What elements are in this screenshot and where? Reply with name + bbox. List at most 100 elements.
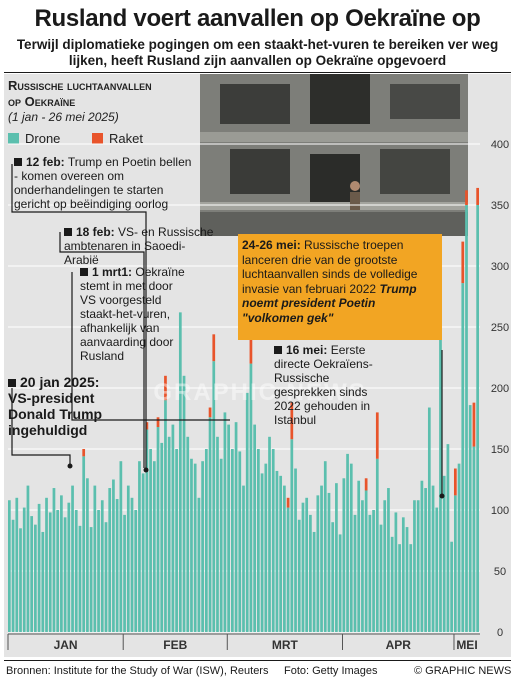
bar-drone bbox=[190, 458, 193, 632]
legend-drone: Drone bbox=[8, 131, 60, 146]
bar-drone bbox=[37, 503, 41, 632]
bar-drone bbox=[93, 485, 97, 632]
bullet-icon bbox=[8, 379, 16, 387]
bar-drone bbox=[67, 502, 71, 632]
bar-raket bbox=[476, 187, 479, 205]
bar-drone bbox=[424, 488, 427, 632]
bar-drone bbox=[338, 534, 342, 632]
bar-drone bbox=[112, 479, 115, 632]
bar-drone bbox=[472, 446, 476, 632]
bar-drone bbox=[89, 527, 93, 632]
y-tick-label: 300 bbox=[491, 261, 509, 273]
bar-drone bbox=[74, 510, 78, 632]
annotation-dot bbox=[143, 467, 149, 473]
bar-drone bbox=[212, 361, 216, 632]
bar-drone bbox=[286, 507, 290, 632]
bar-drone bbox=[156, 427, 160, 632]
divider-top bbox=[4, 72, 511, 73]
annotation-18-feb: 18 feb: VS- en Russische ambtenaren in S… bbox=[64, 225, 214, 267]
y-tick-label: 250 bbox=[491, 322, 509, 334]
bar-raket bbox=[364, 478, 368, 491]
raket-swatch bbox=[92, 133, 103, 144]
bar-drone bbox=[331, 522, 335, 632]
chart-title: Russische luchtaanvallen op Oekraïne bbox=[8, 78, 152, 110]
divider-bottom bbox=[4, 660, 511, 661]
bar-drone bbox=[145, 429, 149, 632]
bar-drone bbox=[175, 449, 178, 632]
bar-drone bbox=[119, 461, 123, 632]
legend-drone-label: Drone bbox=[25, 131, 61, 146]
bar-drone bbox=[30, 516, 34, 632]
annotation-leader-line bbox=[71, 272, 230, 421]
annotation-18-feb-text: VS- en Russische ambtenaren in Saoedi-Ar… bbox=[64, 225, 214, 267]
bar-drone bbox=[219, 458, 223, 632]
bar-drone bbox=[364, 490, 368, 632]
bar-drone bbox=[15, 497, 19, 632]
bullet-icon bbox=[274, 346, 282, 354]
bar-raket bbox=[212, 334, 216, 362]
bar-drone bbox=[271, 449, 275, 632]
chart-date-range: (1 jan - 26 mei 2025) bbox=[8, 110, 119, 124]
bar-drone bbox=[420, 480, 424, 632]
annotation-1-mrt-text: Oekraïne stemt in met door VS voorgestel… bbox=[80, 265, 185, 363]
bar-drone bbox=[164, 400, 167, 632]
bar-drone bbox=[260, 473, 264, 632]
bar-drone bbox=[457, 463, 461, 632]
y-tick-label: 200 bbox=[491, 383, 509, 395]
bar-drone bbox=[82, 456, 86, 632]
y-tick-label: 350 bbox=[491, 200, 509, 212]
bar-drone bbox=[335, 483, 338, 632]
annotation-12-feb: 12 feb: Trump en Poetin bellen - komen o… bbox=[14, 155, 194, 211]
annotation-24-26-mei: 24-26 mei: Russische troepen lanceren dr… bbox=[242, 238, 438, 325]
legend-raket: Raket bbox=[92, 131, 143, 146]
bar-drone bbox=[201, 461, 204, 632]
bar-drone bbox=[71, 485, 74, 632]
bar-drone bbox=[63, 517, 67, 632]
annotation-24-26-mei-date: 24-26 mei: bbox=[242, 238, 301, 252]
bar-drone bbox=[86, 478, 89, 632]
bar-drone bbox=[216, 436, 219, 632]
bar-drone bbox=[26, 485, 30, 632]
bar-drone bbox=[257, 449, 260, 632]
bar-raket bbox=[208, 407, 212, 418]
bar-drone bbox=[294, 468, 297, 632]
y-tick-label: 400 bbox=[491, 139, 509, 151]
bar-drone bbox=[171, 424, 175, 632]
annotation-16-mei-text: Eerste directe Oekraïens-Russische gespr… bbox=[274, 343, 373, 427]
footer-source: Bronnen: Institute for the Study of War … bbox=[6, 665, 269, 677]
bar-drone bbox=[446, 444, 450, 632]
annotation-20-jan-text: 20 jan 2025: VS-president Donald Trump i… bbox=[8, 374, 103, 438]
bar-drone bbox=[249, 363, 253, 632]
bullet-icon bbox=[14, 158, 22, 166]
bar-drone bbox=[279, 475, 283, 632]
bar-drone bbox=[197, 497, 201, 632]
bar-drone bbox=[138, 461, 141, 632]
bar-raket bbox=[286, 497, 290, 508]
y-tick-label: 0 bbox=[497, 627, 503, 639]
damaged-building-image bbox=[200, 74, 468, 236]
bar-drone bbox=[390, 536, 394, 632]
bullet-icon bbox=[80, 268, 88, 276]
bar-drone bbox=[368, 514, 372, 632]
bar-drone bbox=[22, 507, 26, 632]
x-tick-label: FEB bbox=[163, 638, 187, 652]
bar-raket bbox=[472, 402, 476, 447]
bar-drone bbox=[409, 544, 413, 632]
bar-drone bbox=[230, 449, 234, 632]
bar-drone bbox=[108, 488, 112, 632]
bar-drone bbox=[316, 495, 320, 632]
bar-drone bbox=[193, 463, 197, 632]
bar-drone bbox=[19, 528, 22, 632]
annotation-leader-line bbox=[11, 164, 147, 470]
chart-title-line2: op Oekraïne bbox=[8, 94, 76, 109]
bar-drone bbox=[372, 510, 375, 632]
bar-drone bbox=[204, 449, 208, 632]
bar-drone bbox=[78, 525, 82, 632]
bar-raket bbox=[465, 190, 468, 205]
bar-drone bbox=[401, 517, 405, 632]
footer-photo: Foto: Getty Images bbox=[284, 665, 378, 677]
bar-drone bbox=[405, 527, 409, 632]
bar-raket bbox=[375, 412, 379, 459]
